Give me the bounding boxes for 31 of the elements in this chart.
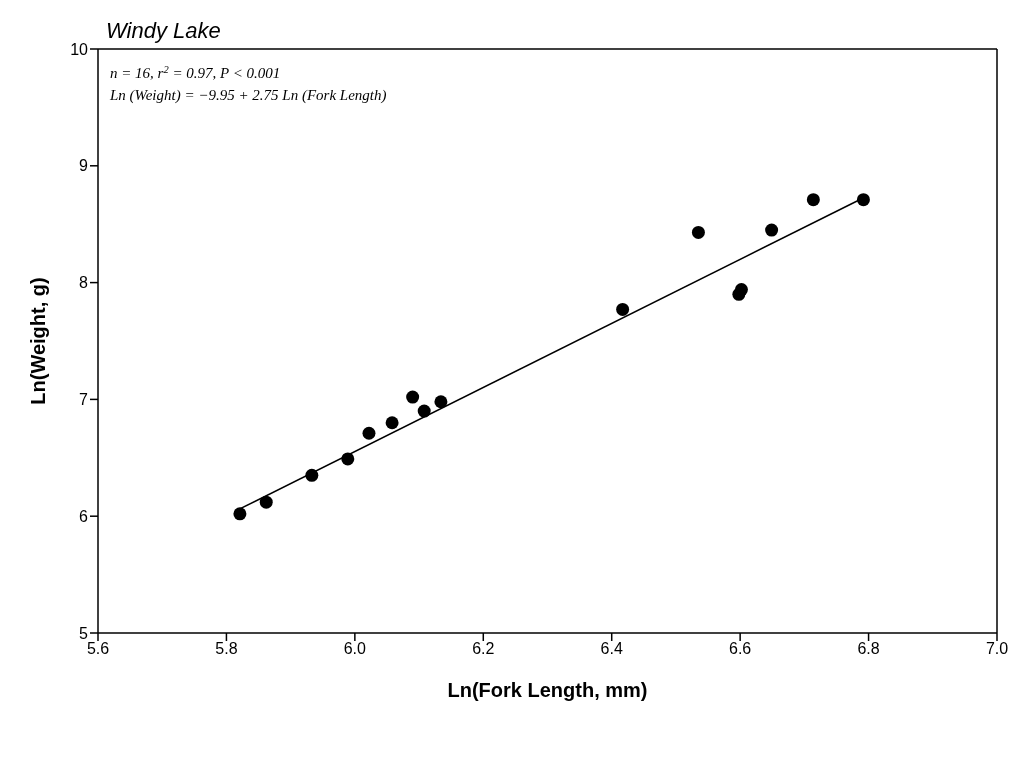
x-tick-label: 5.6 xyxy=(86,640,110,658)
y-tick-label: 9 xyxy=(79,157,89,175)
x-tick-label: 6.0 xyxy=(343,640,367,658)
point xyxy=(233,507,247,521)
x-tick-label: 6.2 xyxy=(472,640,495,658)
annotation: Ln (Weight) = −9.95 + 2.75 Ln (Fork Length) xyxy=(109,87,387,104)
x-tick-label: 6.6 xyxy=(729,640,752,658)
point xyxy=(406,390,420,404)
point xyxy=(362,426,376,440)
y-tick-label: 10 xyxy=(70,40,89,58)
chart-title: Windy Lake xyxy=(106,18,221,44)
x-axis-title: Ln(Fork Length, mm) xyxy=(447,679,648,702)
x-tick-label: 6.4 xyxy=(600,640,623,658)
point xyxy=(856,193,870,207)
y-tick-label: 5 xyxy=(79,624,89,642)
y-axis-title: Ln(Weight, g) xyxy=(27,277,50,405)
point xyxy=(616,302,630,316)
point xyxy=(806,193,820,207)
point xyxy=(385,416,399,430)
point xyxy=(259,495,273,509)
y-tick-label: 6 xyxy=(79,507,89,525)
point xyxy=(691,225,705,239)
point xyxy=(434,395,448,409)
x-tick-label: 6.8 xyxy=(857,640,880,658)
annotation: n = 16, r$^{2}$ = 0.97, P < 0.001 xyxy=(110,63,281,81)
point xyxy=(734,283,748,297)
point xyxy=(765,223,779,237)
x-tick-label: 7.0 xyxy=(985,640,1009,658)
y-tick-label: 7 xyxy=(79,391,89,409)
x-tick-label: 5.8 xyxy=(215,640,238,658)
y-tick-label: 8 xyxy=(79,274,89,292)
